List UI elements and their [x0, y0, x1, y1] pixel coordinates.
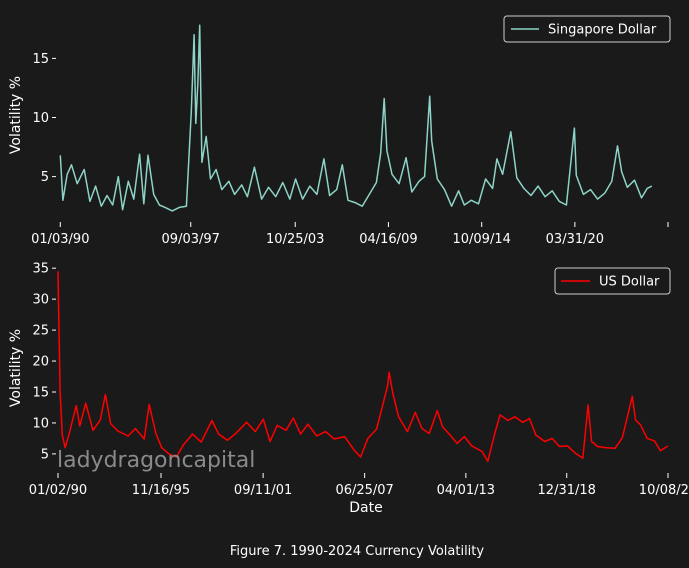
us-dollar-series-line: [57, 271, 669, 463]
x-tick-label: 12/31/18: [538, 483, 596, 498]
y-tick-label: 5: [41, 170, 49, 185]
y-tick-label: 35: [32, 262, 49, 277]
x-tick-label: 01/03/90: [31, 232, 89, 247]
y-tick-label: 10: [32, 111, 49, 126]
y-tick-label: 15: [32, 52, 49, 67]
top-x-ticks: 01/03/90 09/03/97 10/25/03 04/16/09 10/09/14…: [31, 222, 669, 247]
top-legend-frame: [503, 15, 671, 43]
top-legend: Singapore Dollar: [503, 15, 671, 43]
y-tick-label: 10: [32, 416, 49, 431]
top-y-ticks: 5 10 15: [32, 52, 56, 185]
bottom-legend-frame: [554, 267, 671, 295]
bottom-x-ticks: 01/02/90 11/16/95 09/11/01 06/25/07 04/01/13…: [29, 473, 689, 498]
x-tick-label: 10/08/24: [639, 483, 689, 498]
bottom-y-axis-label: Volatility %: [8, 329, 24, 407]
bottom-legend-label: US Dollar: [599, 275, 660, 290]
y-tick-label: 15: [32, 386, 49, 401]
top-y-axis-label: Volatility %: [8, 76, 24, 154]
x-tick-label: 04/16/09: [359, 232, 417, 247]
x-tick-label: 11/16/95: [132, 483, 190, 498]
singapore-dollar-chart: Volatility % 5 10 15 01/03/90 09/03/97 10/25…: [8, 15, 671, 247]
x-tick-label: 10/09/14: [452, 232, 510, 247]
x-tick-label: 10/25/03: [266, 232, 324, 247]
y-tick-label: 20: [32, 355, 49, 370]
x-tick-label: 06/25/07: [335, 483, 393, 498]
x-tick-label: 03/31/20: [546, 232, 604, 247]
x-tick-label: 04/01/13: [437, 483, 495, 498]
x-tick-label: 01/02/90: [29, 483, 87, 498]
singapore-dollar-series-line: [59, 24, 653, 212]
bottom-y-ticks: 5 10 15 20 25 30 35: [32, 262, 56, 462]
x-tick-label: 09/03/97: [162, 232, 220, 247]
y-tick-label: 25: [32, 324, 49, 339]
y-tick-label: 30: [32, 293, 49, 308]
bottom-legend: US Dollar: [554, 267, 671, 295]
bottom-x-axis-label: Date: [349, 500, 382, 516]
figure-caption: Figure 7. 1990-2024 Currency Volatility: [230, 544, 484, 559]
us-dollar-chart: Volatility % 5 10 15 20 25 30 35 01/02/90 11/16…: [8, 262, 689, 516]
top-legend-label: Singapore Dollar: [548, 23, 657, 38]
y-tick-label: 5: [41, 447, 49, 462]
x-tick-label: 09/11/01: [234, 483, 292, 498]
watermark-text: ladydragoncapital: [57, 448, 255, 473]
